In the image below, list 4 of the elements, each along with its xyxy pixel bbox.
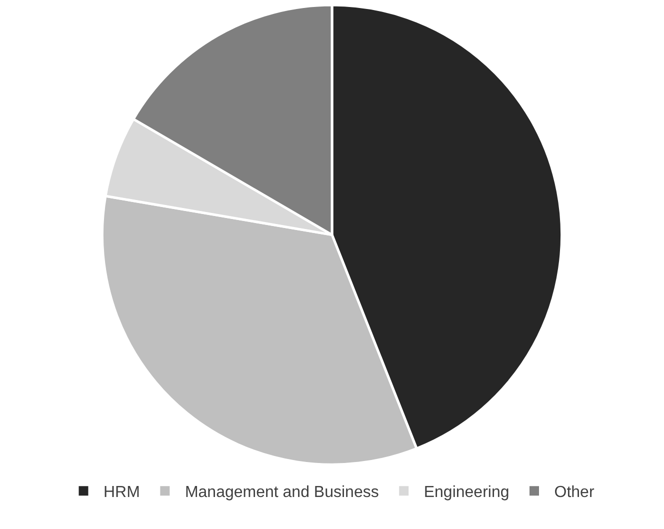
legend-label: Other xyxy=(554,484,595,502)
legend-label: Engineering xyxy=(424,484,510,502)
legend-label: Management and Business xyxy=(184,484,379,502)
legend-label: HRM xyxy=(104,484,140,502)
